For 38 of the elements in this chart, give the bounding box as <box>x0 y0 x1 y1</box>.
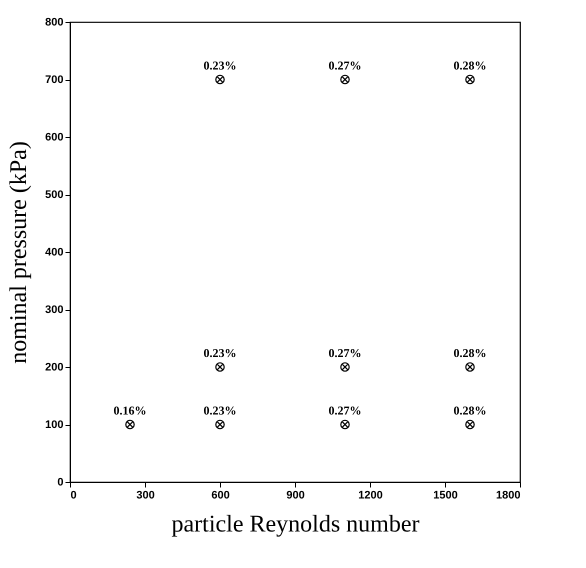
annotation: 0.28% <box>454 404 486 418</box>
point <box>125 420 135 430</box>
y-tick-label: 0 <box>57 476 64 488</box>
y-tick-label: 200 <box>45 362 64 374</box>
x-axis-title: particle Reynolds number <box>172 512 420 538</box>
point <box>340 420 350 430</box>
annotation: 0.16% <box>114 404 146 418</box>
point <box>215 362 225 372</box>
point <box>215 420 225 430</box>
y-tick-label: 600 <box>45 132 64 144</box>
y-tick-label: 700 <box>45 74 64 86</box>
y-tick-label: 100 <box>45 419 64 431</box>
x-tick-label: 300 <box>136 490 155 502</box>
point <box>465 74 475 84</box>
point <box>340 362 350 372</box>
annotation: 0.28% <box>454 346 486 360</box>
annotation: 0.23% <box>204 404 236 418</box>
y-tick-label: 800 <box>45 16 64 28</box>
point <box>340 74 350 84</box>
annotation: 0.27% <box>328 58 362 72</box>
annotation: 0.23% <box>204 346 236 360</box>
x-tick-label: 900 <box>286 490 305 502</box>
annotation: 0.27% <box>328 346 362 360</box>
x-tick-label: 1500 <box>433 490 458 502</box>
x-tick-label: 600 <box>211 490 230 502</box>
annotation: 0.27% <box>328 404 362 418</box>
point <box>465 362 475 372</box>
x-tick-label: 1800 <box>496 490 520 502</box>
y-tick-label: 300 <box>45 304 64 316</box>
y-tick-label: 400 <box>45 246 64 258</box>
x-tick-label: 0 <box>70 490 77 502</box>
x-tick-label: 1200 <box>358 490 383 502</box>
annotation: 0.23% <box>204 58 236 72</box>
point <box>215 74 225 84</box>
annotation: 0.28% <box>454 58 486 72</box>
point <box>465 420 475 430</box>
y-axis-title: nominal pressure (kPa) <box>6 141 32 364</box>
y-tick-label: 500 <box>45 189 64 201</box>
